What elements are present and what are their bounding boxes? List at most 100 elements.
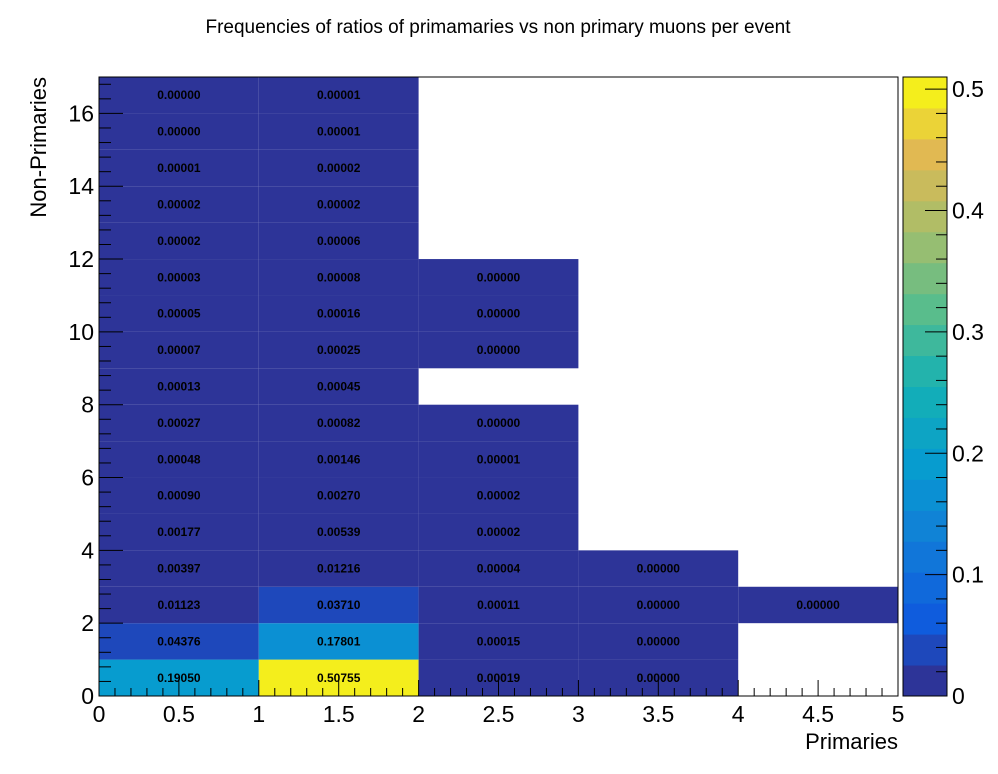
cell-value-label: 0.00008 [317,270,361,284]
heatmap-cell [578,586,739,624]
heatmap-cell [258,550,419,587]
heatmap-cell [99,149,259,187]
x-axis-label: Primaries [805,729,898,754]
heatmap-cell [99,295,259,332]
cell-value-label: 0.01123 [158,598,201,612]
heatmap-cell [258,477,419,514]
cell-value-label: 0.00397 [157,562,201,576]
y-tick-label: 8 [81,392,94,418]
heatmap-cell [738,586,898,624]
axes: 0 0.5 1 1.5 2 2.5 3 3.5 4 4.5 5 0 2 4 6 8 10 12 14 16 [68,83,905,727]
cell-value-label: 0.00045 [317,380,361,394]
heatmap-cell [99,113,259,150]
cell-value-label: 0.00000 [477,416,521,430]
colorbar-band [903,541,947,573]
cell-value-label: 0.04376 [157,634,201,648]
x-tick-label: 2.5 [483,701,515,727]
cell-value-label: 0.00001 [477,452,521,466]
cell-value-label: 0.03710 [317,598,361,612]
heatmap-cell [99,368,259,405]
cell-value-label: 0.00025 [317,343,361,357]
x-tick-label: 3.5 [642,701,674,727]
colorbar-band [903,293,947,326]
cell-value-label: 0.00082 [317,416,361,430]
heatmap-cell [258,623,419,660]
cell-value-label: 0.00539 [317,525,361,539]
y-tick-label: 4 [81,537,94,563]
cell-value-label: 0.00000 [157,88,201,102]
heatmap-cell [99,77,259,114]
cell-value-label: 0.00146 [317,452,361,466]
cell-value-label: 0.00090 [157,489,201,503]
cell-value-label: 0.01216 [317,562,361,576]
y-tick-label: 10 [68,319,94,345]
heatmap-cell [99,623,259,660]
heatmap-cell [418,623,579,660]
heatmap-cell [418,477,579,514]
cell-value-label: 0.00001 [317,88,361,102]
cell-value-label: 0.00000 [637,634,681,648]
cell-value-label: 0.00002 [477,525,521,539]
colorbar-band [903,417,947,449]
heatmap-cell [99,404,259,442]
heatmap-cell [418,295,579,332]
cell-value-label: 0.00000 [637,562,681,576]
cell-value-label: 0.50755 [317,671,361,685]
colorbar-tick-label: 0.4 [952,198,984,224]
cell-value-label: 0.00001 [317,125,361,139]
heatmap-cells [99,77,898,696]
cell-value-label: 0.00013 [157,380,201,394]
cell-value-label: 0.00002 [317,161,361,175]
x-tick-label: 4.5 [802,701,834,727]
heatmap-cell [99,477,259,514]
heatmap-cell [578,550,739,587]
heatmap-cell [99,586,259,624]
y-tick-label: 2 [81,610,94,636]
cell-value-label: 0.00000 [796,598,840,612]
y-tick-label: 14 [68,173,94,199]
cell-value-label: 0.00000 [477,270,521,284]
y-tick-label: 6 [81,465,94,491]
chart-title: Frequencies of ratios of primamaries vs … [205,17,791,38]
colorbar-tick-label: 0.3 [952,319,984,345]
colorbar: 0 0.1 0.2 0.3 0.4 0.5 [902,76,984,709]
cell-value-label: 0.00002 [157,197,201,211]
colorbar-tick-label: 0.1 [952,562,984,588]
cell-value-label: 0.00177 [157,525,201,539]
colorbar-band [903,634,947,666]
heatmap-cell [258,513,419,551]
heatmap-cell [258,295,419,332]
heatmap-cell [418,550,579,587]
cell-value-label: 0.17801 [317,634,361,648]
heatmap-cell [258,222,419,260]
colorbar-band [903,169,947,202]
cell-value-label: 0.00000 [477,307,521,321]
cell-value-label: 0.00005 [157,307,201,321]
heatmap-cell [258,259,419,296]
heatmap-cell [258,186,419,223]
colorbar-band [903,479,947,511]
cell-value-label: 0.19050 [157,671,201,685]
x-tick-label: 1 [252,701,265,727]
cell-value-label: 0.00011 [477,598,520,612]
x-tick-label: 0.5 [163,701,195,727]
colorbar-band [903,200,947,233]
heatmap-cell [99,259,259,296]
cell-value-label: 0.00000 [157,125,201,139]
cell-value-label: 0.00270 [317,489,361,503]
colorbar-tick-label: 0 [952,683,965,709]
cell-value-label: 0.00002 [157,234,201,248]
cell-value-label: 0.00000 [637,598,681,612]
heatmap-cell [578,623,739,660]
heatmap-cell [99,222,259,260]
heatmap-cell [258,149,419,187]
colorbar-band [903,262,947,295]
heatmap-cell [99,550,259,587]
heatmap-cell [418,404,579,442]
heatmap-cell [99,186,259,223]
y-tick-label: 16 [68,100,94,126]
x-tick-label: 5 [892,701,905,727]
colorbar-band [903,107,947,140]
heatmap-cell [418,513,579,551]
cell-value-label: 0.00007 [157,343,201,357]
